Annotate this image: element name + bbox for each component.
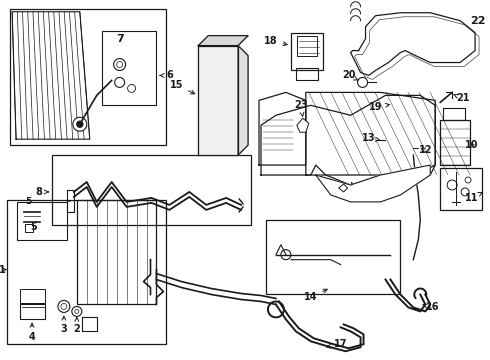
Text: 11: 11 <box>466 193 482 203</box>
Text: 16: 16 <box>423 302 439 312</box>
Circle shape <box>117 62 122 67</box>
Text: 21: 21 <box>454 93 470 103</box>
Bar <box>25 224 33 232</box>
Bar <box>443 108 465 120</box>
Polygon shape <box>306 93 435 175</box>
Text: 14: 14 <box>304 289 327 302</box>
Bar <box>266 220 400 294</box>
Bar <box>296 68 318 80</box>
Bar <box>20 288 45 303</box>
Circle shape <box>61 303 67 310</box>
Circle shape <box>114 59 125 71</box>
Text: 2: 2 <box>74 318 80 334</box>
Circle shape <box>73 117 87 131</box>
Text: 20: 20 <box>342 71 358 81</box>
Text: 1: 1 <box>0 265 6 275</box>
Circle shape <box>447 180 457 190</box>
Circle shape <box>72 306 82 316</box>
Polygon shape <box>259 93 306 165</box>
Text: 6: 6 <box>160 71 173 81</box>
Circle shape <box>127 85 136 93</box>
Circle shape <box>358 77 368 87</box>
Polygon shape <box>198 46 238 155</box>
Text: 4: 4 <box>28 323 35 342</box>
Bar <box>297 36 317 55</box>
Text: 12: 12 <box>418 145 432 155</box>
Text: 17: 17 <box>327 339 347 349</box>
Polygon shape <box>238 46 248 155</box>
Polygon shape <box>316 165 430 202</box>
Circle shape <box>465 177 471 183</box>
Text: 15: 15 <box>170 80 195 94</box>
Circle shape <box>115 77 124 87</box>
Polygon shape <box>12 12 90 139</box>
Circle shape <box>461 188 469 196</box>
Bar <box>10 9 167 145</box>
Circle shape <box>75 310 79 314</box>
Bar <box>440 168 482 210</box>
Bar <box>440 120 470 165</box>
Bar <box>77 200 156 305</box>
Polygon shape <box>297 118 309 132</box>
Text: 10: 10 <box>466 140 479 150</box>
Polygon shape <box>198 36 248 46</box>
Circle shape <box>281 250 291 260</box>
Bar <box>263 120 293 150</box>
Text: 9: 9 <box>351 183 362 195</box>
Bar <box>7 200 167 344</box>
Text: 22: 22 <box>470 16 486 26</box>
Text: 8: 8 <box>36 187 49 197</box>
Bar <box>52 155 251 225</box>
Bar <box>20 305 45 319</box>
Circle shape <box>406 141 420 155</box>
Text: 5: 5 <box>31 222 37 232</box>
Bar <box>17 202 67 240</box>
Bar <box>389 97 406 107</box>
Polygon shape <box>261 95 435 185</box>
Text: 7: 7 <box>116 33 123 44</box>
Text: 18: 18 <box>264 36 287 46</box>
Polygon shape <box>351 13 475 76</box>
Text: 19: 19 <box>369 102 390 112</box>
Bar <box>102 31 156 105</box>
Circle shape <box>375 135 386 145</box>
Circle shape <box>77 121 83 127</box>
Circle shape <box>58 301 70 312</box>
Bar <box>291 33 323 71</box>
Text: 13: 13 <box>362 133 379 143</box>
Text: 5: 5 <box>25 197 31 206</box>
Text: 3: 3 <box>60 316 67 334</box>
Polygon shape <box>339 184 347 192</box>
Text: 23: 23 <box>294 100 308 116</box>
